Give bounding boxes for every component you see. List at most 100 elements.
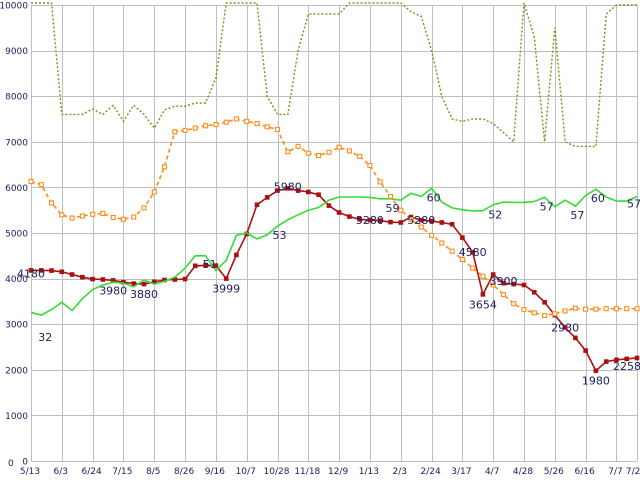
data-point-marker [264,124,270,130]
data-point-marker [470,265,476,271]
data-point-marker [562,308,568,314]
y-axis-tick-label: 0 [22,458,28,468]
data-point-label: 3999 [212,283,240,296]
annotation-layer: 4180 3980 3880 3999 5980 5280 5280 4580 3654 3900… [17,180,640,387]
data-point-marker [532,290,537,295]
series-line-green-series [30,187,638,316]
x-axis-tick-label: 7/21 [626,467,640,477]
data-point-marker [326,149,332,155]
x-axis-tick-label: 10/28 [264,467,290,477]
data-point-label: 52 [488,209,502,222]
data-point-marker [305,150,311,156]
data-point-label: 4180 [17,267,45,280]
data-point-label: 57 [540,200,554,213]
data-point-marker [624,306,630,312]
data-point-marker [583,348,588,353]
data-point-marker [336,210,342,215]
data-point-marker [90,276,95,282]
data-point-marker [28,268,34,273]
x-axis-tick-label: 6/16 [574,467,594,477]
data-point-marker [377,218,383,223]
data-point-marker [69,272,75,277]
data-point-marker [48,200,55,206]
data-point-marker [38,182,44,188]
data-point-marker [49,268,54,273]
data-point-marker [460,235,465,240]
data-point-marker [572,305,578,311]
y-axis-tick-label: 6000 [5,184,28,194]
data-point-marker [100,277,106,282]
series-olive-series [31,2,637,148]
data-point-marker [521,307,527,313]
x-axis-tick-label: 7/7 [608,467,622,477]
data-point-marker [583,306,589,312]
data-point-marker [213,121,219,128]
data-point-marker [203,263,208,268]
data-point-marker [500,292,507,298]
x-axis-tick-label: 5/13 [20,467,40,477]
data-point-marker [131,281,136,286]
data-point-marker [233,116,239,122]
data-point-marker [398,220,404,225]
y-axis-tick-label: 7000 [5,138,28,148]
data-point-marker [634,306,640,312]
data-point-marker [274,126,281,133]
data-point-label: 57 [627,198,640,211]
data-point-marker [223,119,229,125]
data-point-marker [357,217,362,222]
data-point-marker [511,281,516,287]
data-point-marker [449,222,455,227]
grid-layer [31,5,638,462]
data-point-label: 3880 [130,288,158,301]
data-point-marker [573,335,578,341]
y-axis-tick-label: 8000 [5,93,28,103]
data-point-marker [326,203,332,208]
data-point-marker [429,218,434,224]
data-point-marker [285,149,291,155]
data-point-marker [347,214,352,219]
data-point-marker [79,213,85,219]
data-point-label: 2258 [613,360,640,373]
data-point-marker [614,357,619,363]
data-point-marker [306,189,311,195]
data-point-marker [254,202,260,207]
data-point-label: 4580 [459,246,487,259]
data-point-marker [244,118,250,124]
x-axis-tick-label: 10/7 [236,467,256,477]
data-point-marker [501,280,506,286]
y-axis-tick-label: 5000 [5,230,28,240]
x-axis-tick-label: 6/24 [81,467,101,477]
data-point-marker [470,249,475,255]
data-point-marker [172,129,178,135]
data-point-marker [367,217,373,223]
data-point-marker [346,148,352,154]
data-point-label: 32 [38,331,52,344]
x-axis-tick-label: 1/13 [359,467,379,477]
data-point-marker [398,207,404,213]
data-point-marker [634,355,640,361]
data-point-marker [449,248,455,254]
data-point-marker [459,256,465,262]
data-point-marker [511,301,517,307]
data-point-label: 53 [273,229,287,242]
data-point-marker [110,214,116,221]
x-axis-tick-label: 4/28 [513,467,533,477]
data-point-marker [480,292,486,297]
data-point-label: 5980 [274,180,302,193]
data-point-label: 60 [591,192,605,205]
origin-label: 0 [8,459,14,469]
data-point-marker [39,268,44,273]
data-point-marker [480,273,486,279]
series-layer [28,2,640,373]
series-line-olive-series [31,2,637,148]
x-axis-tick-label: 11/18 [294,467,320,477]
data-point-marker [593,306,599,312]
data-point-label: 3980 [99,284,127,297]
xtick-label-layer: 5/13 6/3 6/24 7/15 8/5 8/26 9/16 10/7 10/28 11/18… [8,459,640,477]
data-point-marker [90,211,96,217]
x-axis-tick-label: 2/24 [420,467,440,477]
data-point-marker [213,263,219,268]
data-point-label: 3900 [490,275,518,288]
